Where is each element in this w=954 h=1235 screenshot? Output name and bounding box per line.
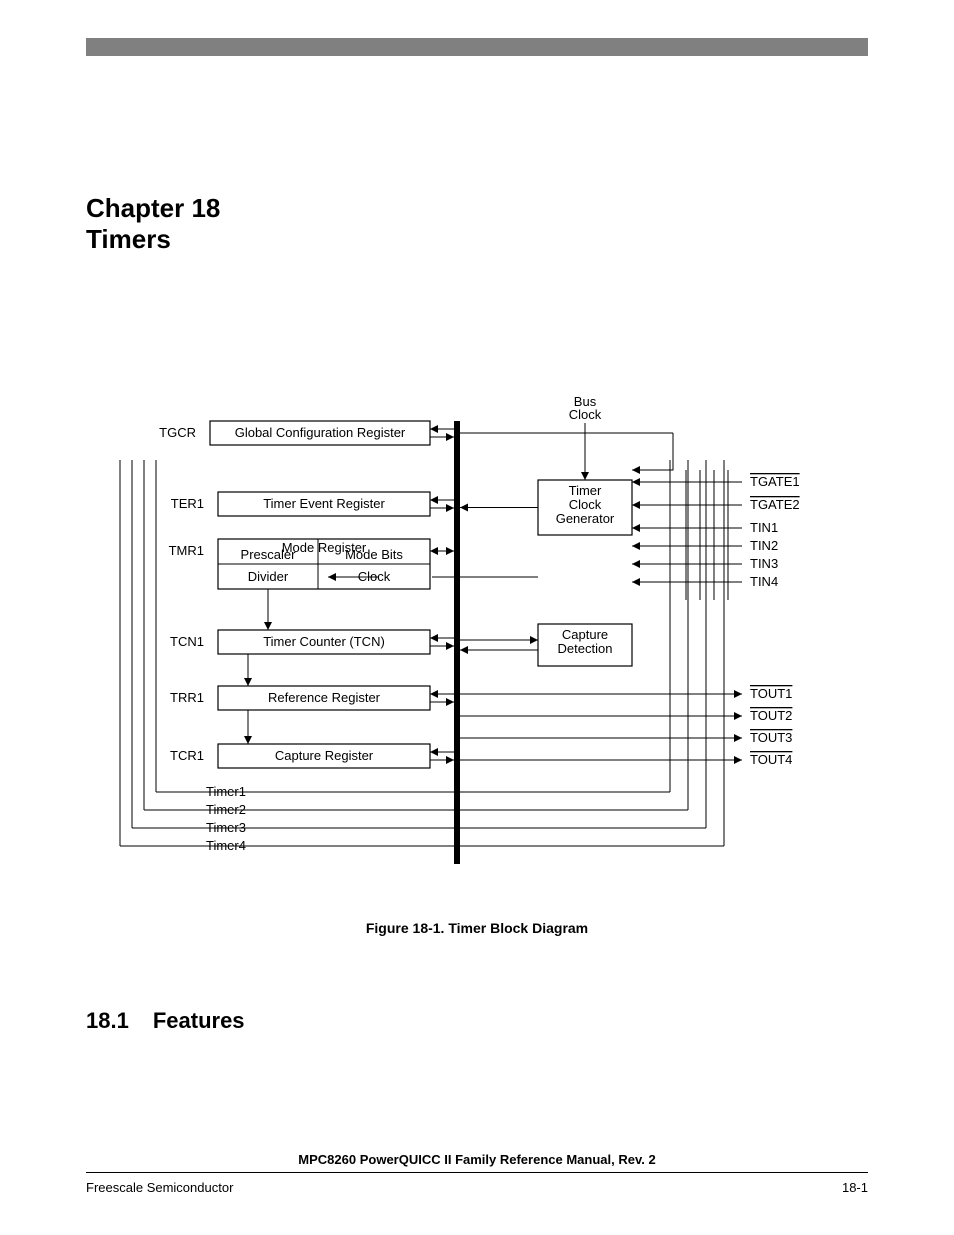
- svg-text:TGCR: TGCR: [159, 425, 196, 440]
- svg-text:TGATE2: TGATE2: [750, 497, 800, 512]
- svg-text:Prescaler: Prescaler: [241, 547, 297, 562]
- header-bar: [86, 38, 868, 56]
- svg-text:Generator: Generator: [556, 511, 615, 526]
- svg-text:TER1: TER1: [171, 496, 204, 511]
- footer-page: 18-1: [842, 1180, 868, 1195]
- svg-text:Timer: Timer: [569, 483, 602, 498]
- svg-text:TOUT2: TOUT2: [750, 708, 792, 723]
- footer-vendor: Freescale Semiconductor: [86, 1180, 233, 1195]
- figure-container: TGCR Global Configuration Register TER1 Tim…: [118, 400, 834, 880]
- section-name: Features: [153, 1008, 245, 1033]
- svg-text:TCN1: TCN1: [170, 634, 204, 649]
- svg-text:TIN3: TIN3: [750, 556, 778, 571]
- svg-text:Capture: Capture: [562, 627, 608, 642]
- svg-text:Global Configuration Register: Global Configuration Register: [235, 425, 406, 440]
- svg-text:TGATE1: TGATE1: [750, 474, 800, 489]
- svg-text:TCR1: TCR1: [170, 748, 204, 763]
- chapter-title: Chapter 18 Timers: [86, 193, 220, 255]
- svg-text:TIN4: TIN4: [750, 574, 778, 589]
- svg-text:Reference Register: Reference Register: [268, 690, 381, 705]
- svg-text:Detection: Detection: [558, 641, 613, 656]
- svg-text:Capture Register: Capture Register: [275, 748, 374, 763]
- svg-text:TOUT1: TOUT1: [750, 686, 792, 701]
- chapter-name: Timers: [86, 224, 220, 255]
- svg-text:Mode Bits: Mode Bits: [345, 547, 403, 562]
- svg-text:TRR1: TRR1: [170, 690, 204, 705]
- svg-text:Timer2: Timer2: [206, 802, 246, 817]
- figure-caption: Figure 18-1. Timer Block Diagram: [0, 920, 954, 936]
- svg-text:Clock: Clock: [569, 497, 602, 512]
- svg-text:TIN1: TIN1: [750, 520, 778, 535]
- svg-text:Timer4: Timer4: [206, 838, 246, 853]
- footer-manual: MPC8260 PowerQUICC II Family Reference M…: [0, 1152, 954, 1167]
- footer-rule: [86, 1172, 868, 1173]
- svg-text:Clock: Clock: [569, 407, 602, 422]
- svg-text:Timer3: Timer3: [206, 820, 246, 835]
- svg-text:Timer1: Timer1: [206, 784, 246, 799]
- svg-text:TIN2: TIN2: [750, 538, 778, 553]
- section-number: 18.1: [86, 1008, 129, 1033]
- svg-text:Divider: Divider: [248, 569, 289, 584]
- svg-text:TMR1: TMR1: [169, 543, 204, 558]
- svg-text:TOUT4: TOUT4: [750, 752, 792, 767]
- timer-block-diagram: TGCR Global Configuration Register TER1 Tim…: [118, 400, 834, 880]
- section-heading: 18.1 Features: [86, 1008, 245, 1034]
- svg-text:Timer Counter (TCN): Timer Counter (TCN): [263, 634, 385, 649]
- chapter-number: Chapter 18: [86, 193, 220, 224]
- svg-text:Timer Event Register: Timer Event Register: [263, 496, 385, 511]
- svg-text:TOUT3: TOUT3: [750, 730, 792, 745]
